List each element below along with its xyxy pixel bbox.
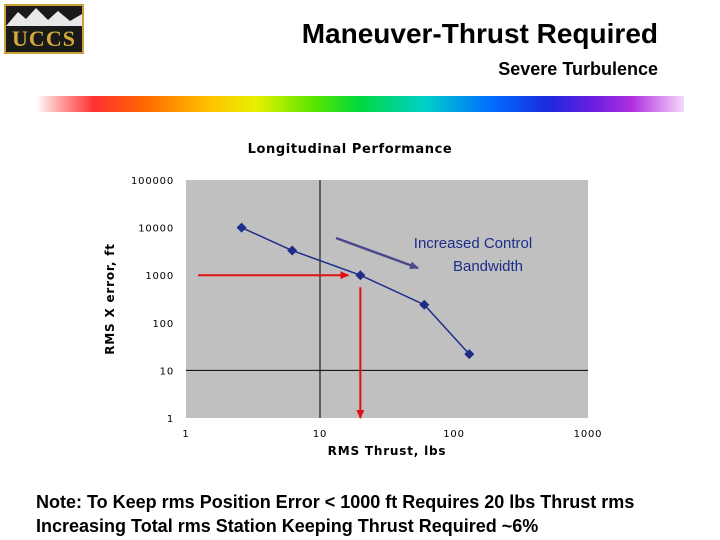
note-line2: Increasing Total rms Station Keeping Thr… bbox=[36, 516, 539, 536]
note-text: Note: To Keep rms Position Error < 1000 … bbox=[36, 490, 634, 538]
x-tick-label: 1000 bbox=[574, 429, 603, 440]
plot-area bbox=[186, 180, 588, 418]
x-tick-label: 1 bbox=[182, 429, 189, 440]
x-tick-label: 100 bbox=[443, 429, 465, 440]
annotation-line2: Bandwidth bbox=[453, 258, 523, 275]
y-tick-label: 100000 bbox=[131, 176, 174, 187]
logo-text: UCCS bbox=[12, 26, 76, 51]
grid-lines bbox=[186, 180, 588, 418]
note-line1: Note: To Keep rms Position Error < 1000 … bbox=[36, 492, 635, 512]
x-tick-label: 10 bbox=[313, 429, 327, 440]
x-tick-labels: 1 10 100 1000 bbox=[182, 429, 603, 440]
y-tick-labels: 100000 10000 1000 100 10 1 bbox=[131, 176, 175, 425]
x-axis-label: RMS Thrust, lbs bbox=[328, 444, 447, 458]
y-axis-label: RMS X error, ft bbox=[103, 243, 117, 355]
y-tick-label: 1 bbox=[167, 414, 174, 425]
data-point bbox=[287, 245, 298, 256]
page-subtitle: Severe Turbulence bbox=[498, 59, 658, 79]
page-title: Maneuver-Thrust Required bbox=[301, 18, 658, 49]
annotation-line1: Increased Control bbox=[414, 235, 532, 252]
y-tick-label: 10000 bbox=[138, 224, 174, 235]
annotation-arrows bbox=[198, 236, 419, 419]
rainbow-divider bbox=[36, 96, 684, 112]
data-point bbox=[236, 222, 247, 233]
y-tick-label: 100 bbox=[153, 319, 175, 330]
trend-arrow bbox=[335, 236, 419, 270]
chart-title: Longitudinal Performance bbox=[248, 142, 453, 157]
data-point bbox=[355, 270, 366, 281]
y-tick-label: 1000 bbox=[145, 271, 174, 282]
longitudinal-performance-chart: Longitudinal Performance 100000100001000… bbox=[103, 142, 603, 458]
y-tick-label: 10 bbox=[160, 366, 174, 377]
data-point bbox=[464, 349, 475, 360]
data-point bbox=[419, 299, 430, 310]
series-group bbox=[236, 222, 475, 360]
mountain-icon bbox=[6, 8, 82, 26]
uccs-logo: UCCS bbox=[4, 4, 84, 54]
